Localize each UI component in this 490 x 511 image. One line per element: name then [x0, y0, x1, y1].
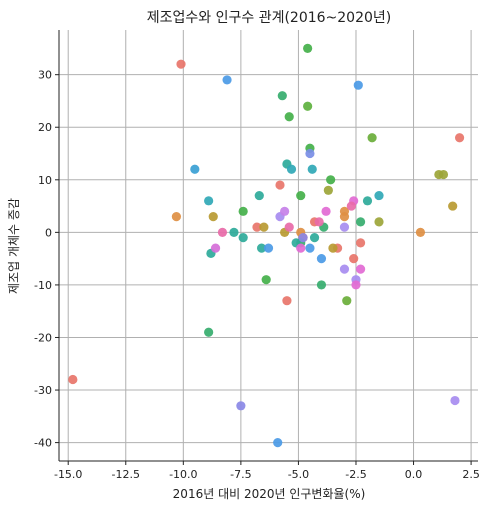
data-point	[326, 175, 336, 185]
data-point	[298, 233, 308, 243]
data-point	[353, 80, 363, 90]
y-tick-label: 30	[38, 69, 52, 82]
x-tick-label: -15.0	[54, 468, 82, 481]
data-point	[236, 401, 246, 411]
data-point	[362, 196, 373, 206]
y-tick-label: -10	[34, 279, 52, 292]
data-point	[450, 395, 460, 406]
data-point	[316, 254, 327, 264]
data-point	[217, 227, 228, 237]
y-axis-label: 제조업 개체수 증감	[7, 198, 21, 294]
data-point	[229, 227, 239, 237]
y-tick-label: 20	[38, 121, 52, 134]
data-point	[68, 374, 78, 385]
data-point	[282, 296, 292, 306]
y-tick-label: -20	[34, 331, 52, 344]
data-point	[339, 264, 350, 274]
x-tick-label: -2.5	[345, 468, 366, 481]
data-point	[367, 133, 377, 143]
data-point	[374, 190, 384, 201]
data-point	[190, 164, 200, 174]
x-axis-ticks: -15.0 -12.5 -10.0 -7.5 -5.0 -2.5 0.0 2.5	[54, 461, 480, 481]
data-point	[259, 222, 269, 232]
y-tick-label: -30	[34, 384, 52, 397]
data-point	[351, 280, 361, 290]
y-tick-label: 10	[38, 174, 52, 187]
data-point	[273, 438, 283, 448]
data-point	[280, 206, 290, 216]
data-point	[448, 201, 458, 211]
data-point	[296, 190, 306, 201]
x-axis-label: 2016년 대비 2020년 인구변화율(%)	[173, 487, 366, 501]
data-point	[254, 190, 264, 201]
data-point	[305, 148, 315, 159]
data-point	[355, 264, 366, 274]
data-point	[374, 217, 384, 227]
data-point	[342, 296, 352, 306]
data-point	[323, 185, 333, 195]
data-point	[303, 43, 313, 53]
x-tick-label: -7.5	[230, 468, 251, 481]
data-point	[238, 206, 248, 216]
x-tick-label: 0.0	[405, 468, 423, 481]
data-point	[286, 164, 297, 174]
data-point	[415, 227, 426, 237]
x-tick-label: 2.5	[462, 468, 480, 481]
data-point	[210, 243, 221, 253]
data-point	[204, 196, 214, 206]
data-point	[261, 275, 271, 285]
data-point	[328, 243, 338, 253]
data-point	[208, 211, 218, 222]
data-point	[346, 201, 356, 211]
data-point	[263, 243, 274, 253]
data-points	[68, 43, 465, 448]
y-tick-label: 0	[45, 226, 52, 239]
data-point	[454, 133, 465, 143]
data-point	[339, 206, 350, 216]
data-point	[222, 75, 232, 85]
chart-title: 제조업수와 인구수 관계(2016~2020년)	[147, 10, 392, 26]
x-tick-label: -5.0	[288, 468, 309, 481]
data-point	[238, 233, 248, 243]
data-point	[284, 112, 294, 122]
data-point	[349, 254, 359, 264]
data-point	[303, 101, 313, 111]
data-point	[284, 222, 294, 232]
data-point	[204, 327, 214, 337]
x-tick-label: -12.5	[112, 468, 140, 481]
data-point	[321, 206, 331, 216]
data-point	[176, 59, 186, 69]
data-point	[355, 238, 366, 248]
x-tick-label: -10.0	[169, 468, 197, 481]
data-point	[314, 217, 324, 227]
data-point	[277, 91, 287, 101]
data-point	[438, 169, 449, 180]
data-point	[256, 243, 267, 253]
data-point	[171, 211, 182, 222]
data-point	[355, 217, 366, 227]
data-point	[252, 222, 262, 232]
data-point	[309, 233, 320, 243]
data-point	[316, 280, 327, 290]
data-point	[307, 164, 317, 174]
data-point	[339, 222, 350, 232]
data-point	[275, 180, 285, 190]
data-point	[305, 243, 315, 253]
y-tick-label: -40	[34, 437, 52, 450]
data-point	[296, 243, 306, 253]
y-axis-ticks: -40 -30 -20 -10 0 10 20 30	[34, 69, 59, 450]
